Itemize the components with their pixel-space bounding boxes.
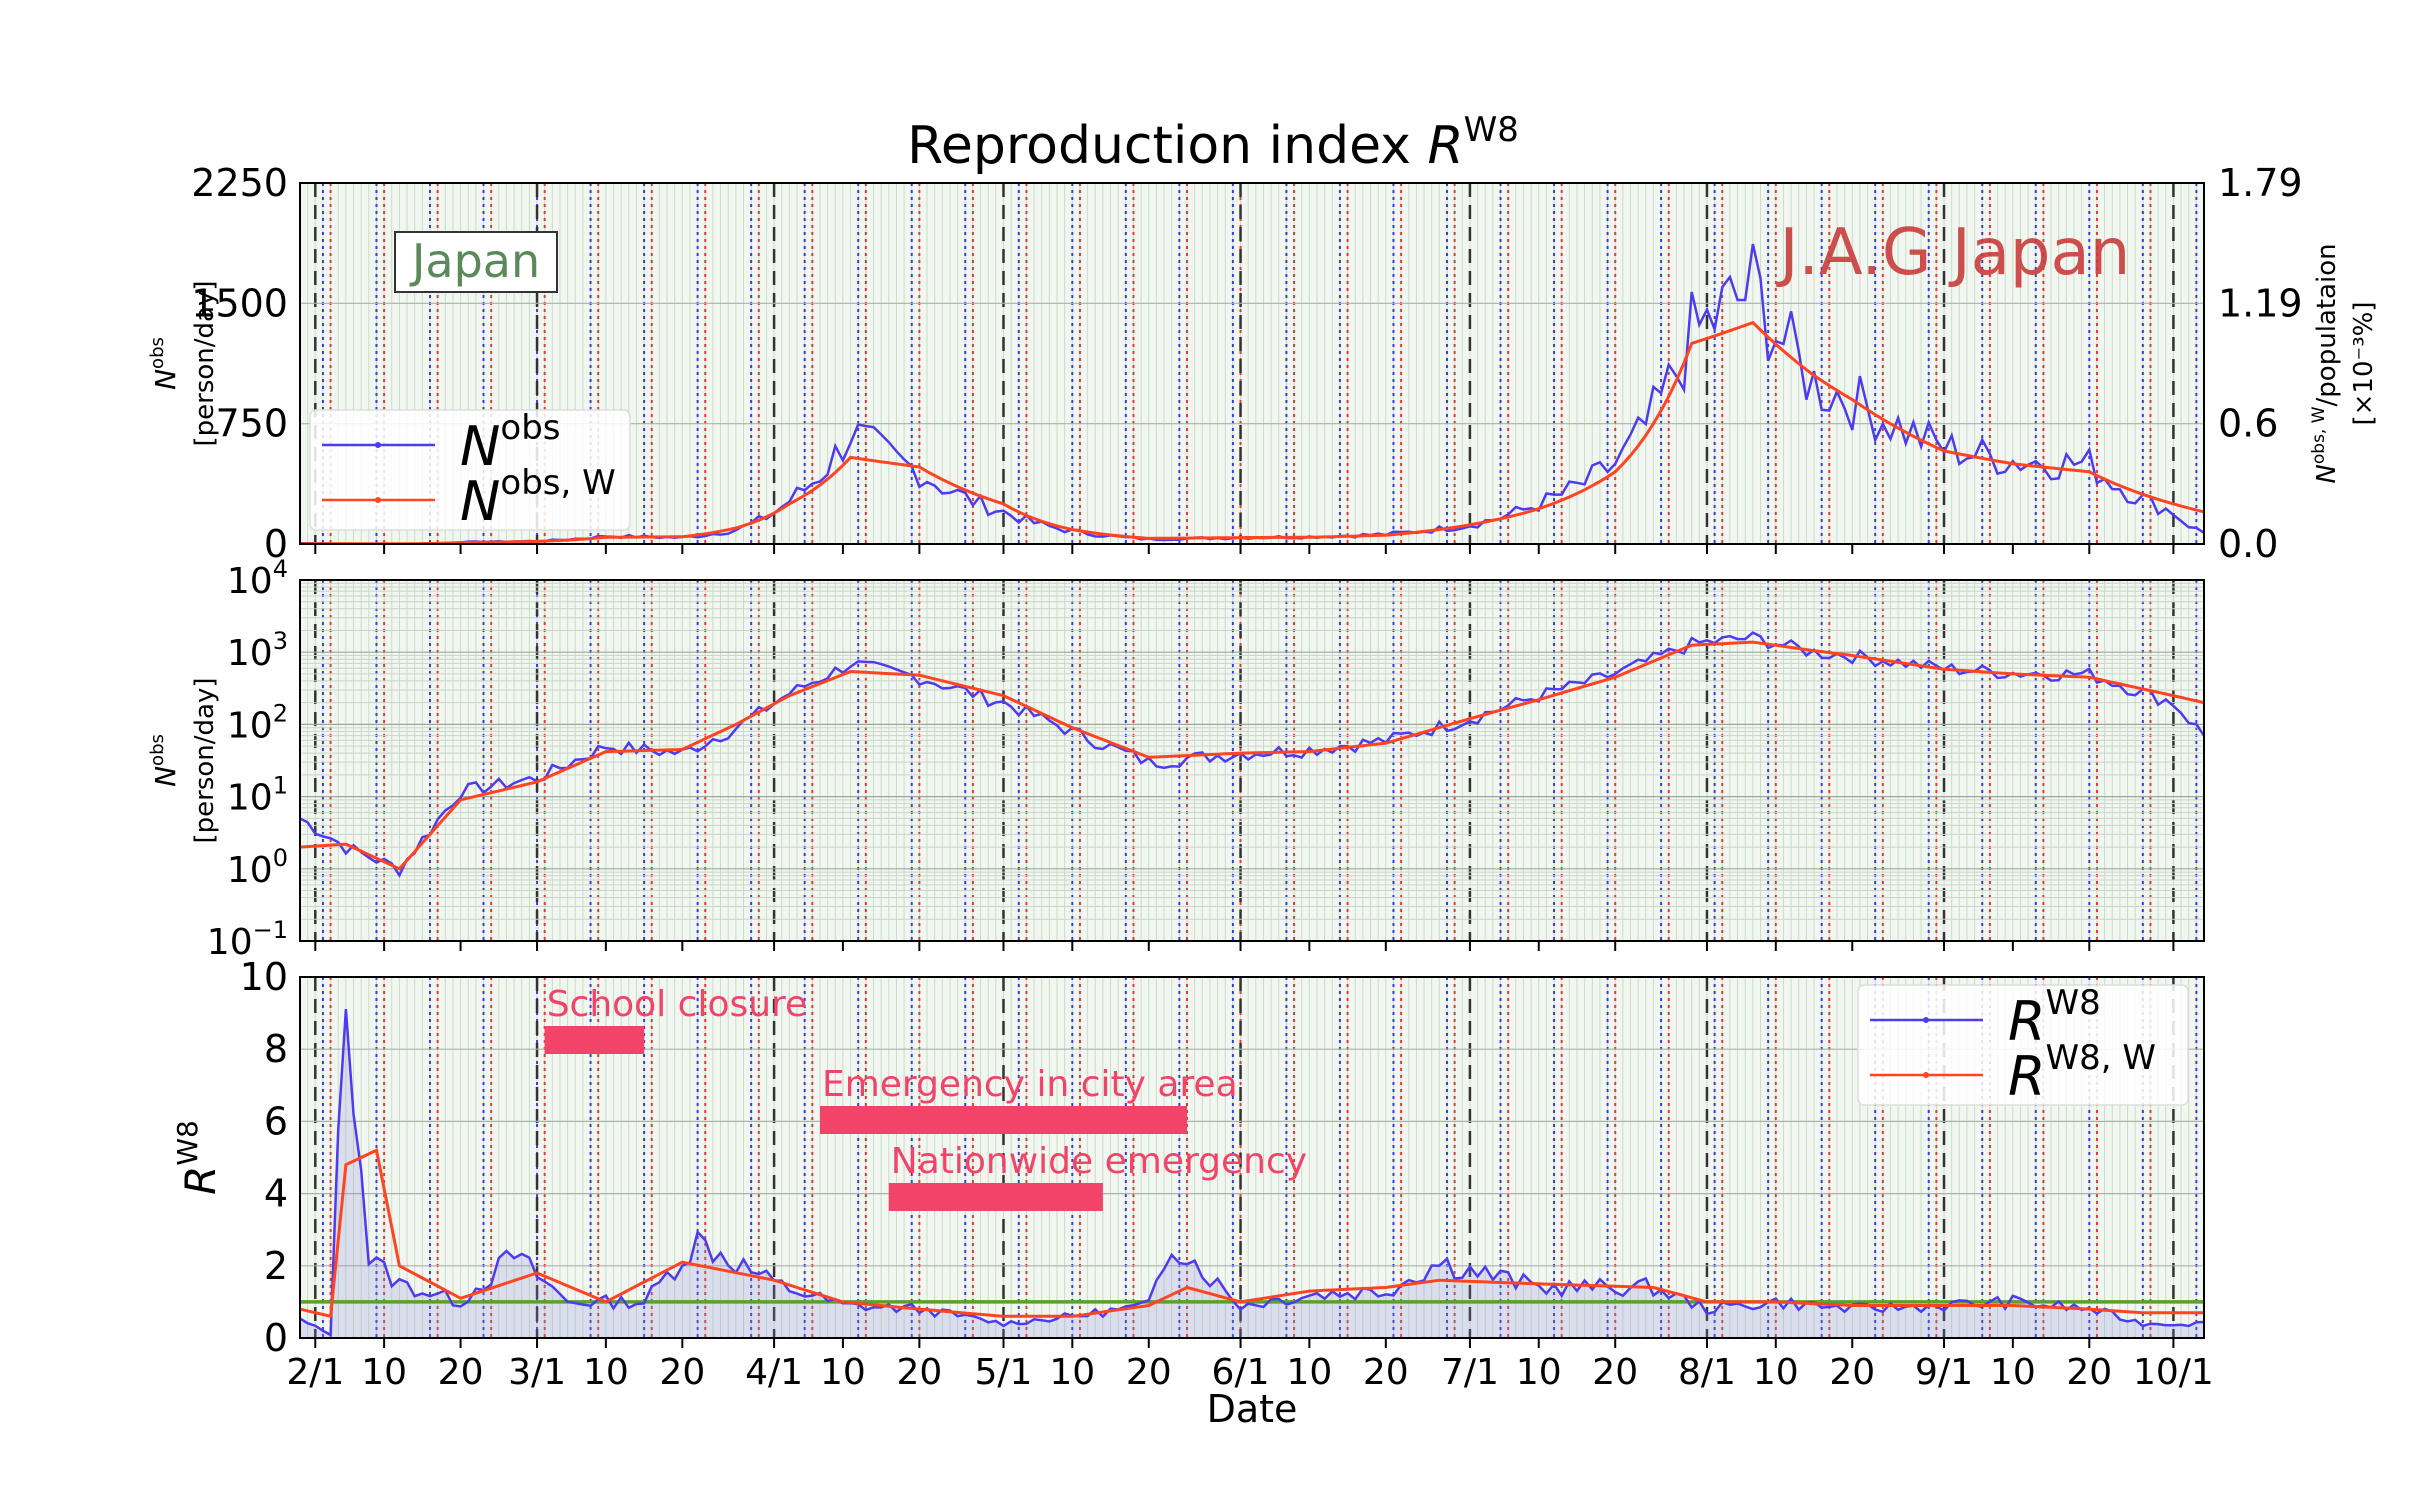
x-tick-label: 20: [1363, 1352, 1409, 1393]
x-tick-label: 5/1: [975, 1352, 1033, 1393]
plot-frame: [299, 579, 2205, 942]
right-y-tick-label: 0.0: [2218, 522, 2278, 566]
event-bar: [819, 1106, 1188, 1134]
legend-label: RW8: [2008, 983, 2101, 1053]
x-tick-label: 10: [1990, 1352, 2036, 1393]
x-tick-label: 20: [1592, 1352, 1638, 1393]
y-tick-label: 2250: [191, 161, 288, 205]
y-tick-label: 10−1: [207, 916, 288, 963]
series-group: [300, 1009, 2204, 1338]
region-label-box: [394, 231, 558, 293]
y-tick-label: 0: [264, 1316, 288, 1360]
legend-marker: [375, 497, 381, 503]
x-axis-label: Date: [1207, 1387, 1298, 1431]
x-tick-label: 7/1: [1441, 1352, 1499, 1393]
x-tick-label: 3/1: [508, 1352, 566, 1393]
event-label: Nationwide emergency: [891, 1141, 1307, 1182]
y-tick-label: 100: [227, 844, 288, 891]
y-tick-label: 102: [227, 699, 288, 746]
series-r-w8-w: [300, 1148, 2204, 1319]
panel-daily-log: 10−1 100 101 102 103 104 Nobs [person/day]: [147, 555, 2205, 963]
y-axis-unit: [person/day]: [190, 281, 220, 447]
legend-marker: [1923, 1072, 1929, 1078]
x-tick-label: 2/1: [286, 1352, 344, 1393]
x-tick-label: 20: [1829, 1352, 1875, 1393]
region-label: Japan: [409, 234, 540, 288]
x-tick-label: 20: [659, 1352, 705, 1393]
y-tick-label: 103: [227, 627, 288, 674]
y-tick-label: 750: [215, 402, 288, 446]
plot-background: [300, 580, 2204, 941]
event-bar: [888, 1183, 1103, 1211]
event-label: Emergency in city area: [822, 1064, 1238, 1105]
series-group: [300, 243, 2204, 544]
y-tick-label: 8: [264, 1027, 288, 1071]
x-tick-label: 10: [1753, 1352, 1799, 1393]
legend-marker: [375, 442, 381, 448]
x-tick-label: 6/1: [1212, 1352, 1270, 1393]
panels: 0 750 1500 2250 Nobs [person/day] 0.0 0.6 1.19 1.…: [147, 161, 2379, 1431]
y-axis-label: Nobs: [147, 734, 182, 787]
x-tick-label: 10: [1286, 1352, 1332, 1393]
x-tick-label: 10: [820, 1352, 866, 1393]
x-tick-label: 4/1: [745, 1352, 803, 1393]
y-axis-label: Nobs: [147, 337, 182, 390]
right-y-tick-label: 1.19: [2218, 281, 2303, 325]
x-tick-label: 20: [438, 1352, 484, 1393]
plot-frame: [299, 182, 2205, 545]
x-tick-label: 10/1: [2133, 1352, 2214, 1393]
plot-frame: [299, 976, 2205, 1339]
series-n-obs-w: [300, 640, 2204, 871]
series-n-obs-w: [300, 320, 2204, 544]
legend-label: RW8, W: [2008, 1038, 2156, 1108]
legend-marker: [1923, 1017, 1929, 1023]
event-bar: [544, 1026, 645, 1054]
right-y-tick-label: 0.6: [2218, 402, 2278, 446]
x-tick-label: 10: [1516, 1352, 1562, 1393]
panel-daily-linear: 0 750 1500 2250 Nobs [person/day] 0.0 0.6 1.19 1.…: [147, 161, 2379, 566]
series-group: [300, 631, 2204, 878]
right-y-axis-label: Nobs, W/populataion: [2309, 243, 2342, 483]
right-y-axis-unit: [×10⁻³%]: [2349, 301, 2379, 425]
watermark: J.A.G Japan: [1776, 216, 2131, 290]
y-axis-label: RW8: [171, 1120, 225, 1195]
y-tick-label: 6: [264, 1099, 288, 1143]
series-r-w8: [300, 1009, 2204, 1337]
y-tick-label: 101: [227, 772, 288, 819]
y-axis-unit: [person/day]: [190, 678, 220, 844]
x-tick-label: 20: [896, 1352, 942, 1393]
legend-label: Nobs: [460, 408, 561, 478]
legend-label: Nobs, W: [460, 463, 616, 533]
panel-reproduction: 0 2 4 6 8 10 School closure Emergency in city a…: [171, 955, 2214, 1393]
x-tick-label: 20: [1126, 1352, 1172, 1393]
event-label: School closure: [547, 984, 808, 1025]
y-tick-label: 4: [264, 1172, 288, 1216]
x-tick-label: 10: [361, 1352, 407, 1393]
x-tick-label: 10: [1049, 1352, 1095, 1393]
chart-title: Reproduction index RW8: [907, 110, 1519, 176]
x-tick-label: 9/1: [1915, 1352, 1973, 1393]
y-tick-label: 0: [264, 522, 288, 566]
y-tick-label: 1500: [191, 281, 288, 325]
y-tick-label: 2: [264, 1244, 288, 1288]
x-tick-label: 8/1: [1678, 1352, 1736, 1393]
y-tick-label: 104: [227, 555, 288, 602]
x-tick-label: 10: [583, 1352, 629, 1393]
x-tick-label: 20: [2066, 1352, 2112, 1393]
y-tick-label: 10: [240, 955, 288, 999]
right-y-tick-label: 1.79: [2218, 161, 2303, 205]
